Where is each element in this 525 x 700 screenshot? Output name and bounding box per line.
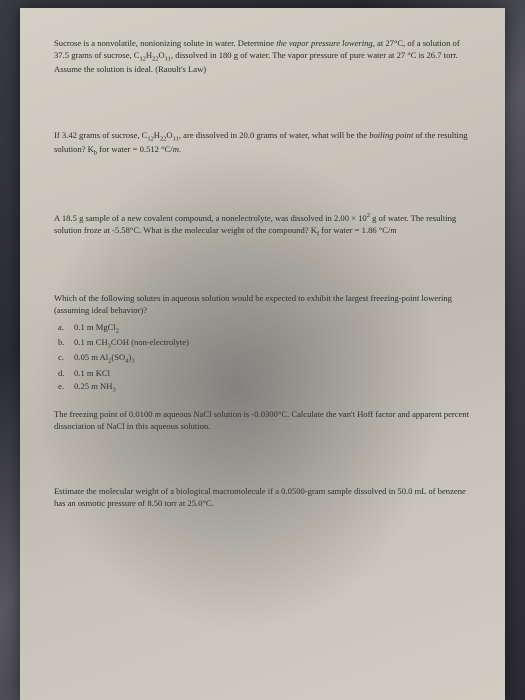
problem-text: Estimate the molecular weight of a biolo… [54, 486, 466, 508]
problem-text: Sucrose is a nonvolatile, nonionizing so… [54, 38, 460, 74]
problem-text: The freezing point of 0.0100 m aqueous N… [54, 409, 469, 431]
option-label: 0.1 m KCl [74, 368, 110, 378]
problem-text: A 18.5 g sample of a new covalent compou… [54, 213, 456, 235]
problem-5: The freezing point of 0.0100 m aqueous N… [54, 409, 471, 432]
option-letter: a. [58, 321, 74, 334]
problem-3: A 18.5 g sample of a new covalent compou… [54, 212, 471, 239]
option-label: 0.25 m NH3 [74, 381, 116, 391]
option-d: d.0.1 m KCl [58, 367, 471, 380]
option-e: e.0.25 m NH3 [58, 380, 471, 395]
problem-2: If 3.42 grams of sucrose, C12H22O11, are… [54, 130, 471, 159]
problem-4: Which of the following solutes in aqueou… [54, 293, 471, 395]
problem-1: Sucrose is a nonvolatile, nonionizing so… [54, 38, 471, 76]
option-c: c.0.05 m Al2(SO4)3 [58, 351, 471, 366]
option-letter: e. [58, 380, 74, 393]
options-list: a.0.1 m MgCl2 b.0.1 m CH3COH (non-electr… [54, 321, 471, 395]
problem-6: Estimate the molecular weight of a biolo… [54, 486, 471, 509]
option-a: a.0.1 m MgCl2 [58, 321, 471, 336]
option-label: 0.05 m Al2(SO4)3 [74, 352, 135, 362]
problem-text: If 3.42 grams of sucrose, C12H22O11, are… [54, 130, 468, 154]
option-label: 0.1 m CH3COH (non-electrolyte) [74, 337, 189, 347]
option-letter: d. [58, 367, 74, 380]
option-label: 0.1 m MgCl2 [74, 322, 119, 332]
worksheet-page: Sucrose is a nonvolatile, nonionizing so… [20, 8, 505, 700]
option-letter: b. [58, 336, 74, 349]
problem-text: Which of the following solutes in aqueou… [54, 293, 452, 315]
option-letter: c. [58, 351, 74, 364]
option-b: b.0.1 m CH3COH (non-electrolyte) [58, 336, 471, 351]
